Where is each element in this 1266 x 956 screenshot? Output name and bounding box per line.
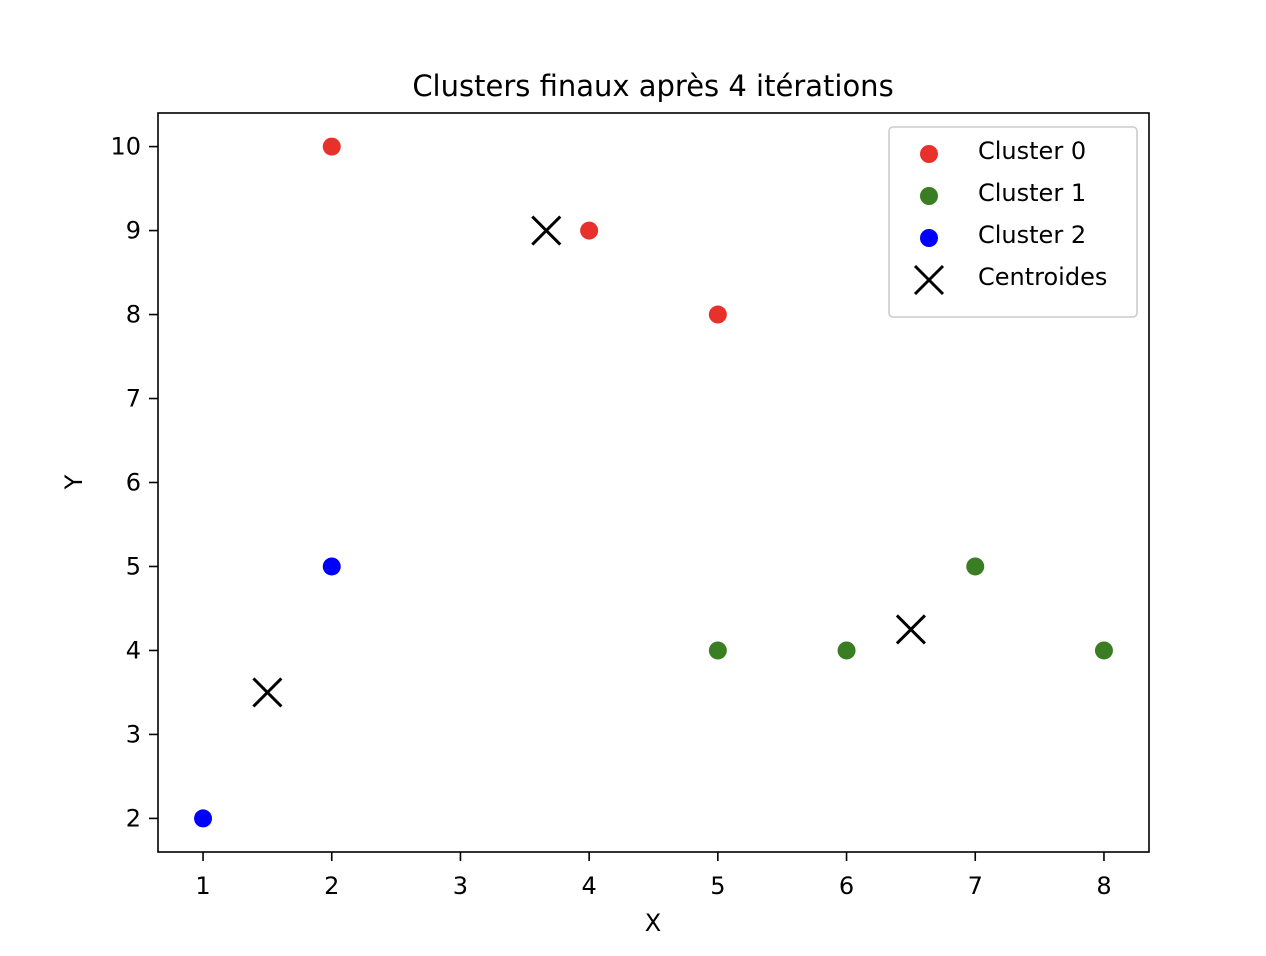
chart-title: Clusters finaux après 4 itérations bbox=[412, 69, 893, 103]
centroid-marker-s3-2-stroke-b bbox=[252, 677, 283, 708]
legend-label-1: Cluster 1 bbox=[978, 179, 1086, 207]
data-point-s0-0 bbox=[322, 137, 341, 156]
x-tick-label-7: 7 bbox=[968, 872, 983, 900]
legend-marker-1 bbox=[920, 187, 938, 205]
centroid-marker-s3-1-stroke-b bbox=[895, 614, 926, 645]
data-point-s1-0 bbox=[708, 641, 727, 660]
x-tick-label-5: 5 bbox=[710, 872, 725, 900]
x-tick-label-3: 3 bbox=[453, 872, 468, 900]
legend-marker-3-stroke-b bbox=[913, 264, 945, 296]
x-tick-label-4: 4 bbox=[582, 872, 597, 900]
data-point-s1-2 bbox=[966, 557, 985, 576]
data-point-s0-2 bbox=[708, 305, 727, 324]
y-tick-label-8: 8 bbox=[126, 301, 141, 329]
x-axis: 1 2 3 4 5 6 7 8 bbox=[195, 852, 1112, 900]
x-tick-label-8: 8 bbox=[1096, 872, 1111, 900]
x-tick-label-1: 1 bbox=[195, 872, 210, 900]
centroid-marker-s3-2 bbox=[252, 677, 283, 708]
centroid-marker-s3-0 bbox=[531, 215, 562, 246]
y-tick-label-3: 3 bbox=[126, 720, 141, 748]
legend: Cluster 0 Cluster 1 Cluster 2 Centroides bbox=[888, 126, 1138, 318]
legend-box bbox=[888, 126, 1138, 318]
y-tick-label-6: 6 bbox=[126, 469, 141, 497]
y-tick-label-10: 10 bbox=[110, 133, 141, 161]
x-tick-label-2: 2 bbox=[324, 872, 339, 900]
legend-marker-0 bbox=[920, 145, 938, 163]
data-point-s2-0 bbox=[194, 809, 213, 828]
centroid-marker-s3-1 bbox=[895, 614, 926, 645]
centroid-marker-s3-0-stroke-b bbox=[531, 215, 562, 246]
y-tick-label-7: 7 bbox=[126, 385, 141, 413]
x-tick-label-6: 6 bbox=[839, 872, 854, 900]
y-tick-label-9: 9 bbox=[126, 217, 141, 245]
y-axis: 2 3 4 5 6 7 8 9 10 bbox=[110, 133, 158, 832]
legend-label-3: Centroides bbox=[978, 263, 1107, 291]
legend-label-0: Cluster 0 bbox=[978, 137, 1086, 165]
data-points-layer bbox=[194, 137, 1113, 828]
y-axis-label: Y bbox=[60, 474, 88, 490]
x-axis-label: X bbox=[645, 909, 661, 937]
legend-marker-2 bbox=[920, 229, 938, 247]
legend-label-2: Cluster 2 bbox=[978, 221, 1086, 249]
y-tick-label-4: 4 bbox=[126, 636, 141, 664]
data-point-s0-1 bbox=[580, 221, 599, 240]
data-point-s1-3 bbox=[1094, 641, 1113, 660]
data-point-s2-1 bbox=[322, 557, 341, 576]
y-tick-label-5: 5 bbox=[126, 552, 141, 580]
y-tick-label-2: 2 bbox=[126, 804, 141, 832]
data-point-s1-1 bbox=[837, 641, 856, 660]
legend-marker-3 bbox=[913, 264, 945, 296]
